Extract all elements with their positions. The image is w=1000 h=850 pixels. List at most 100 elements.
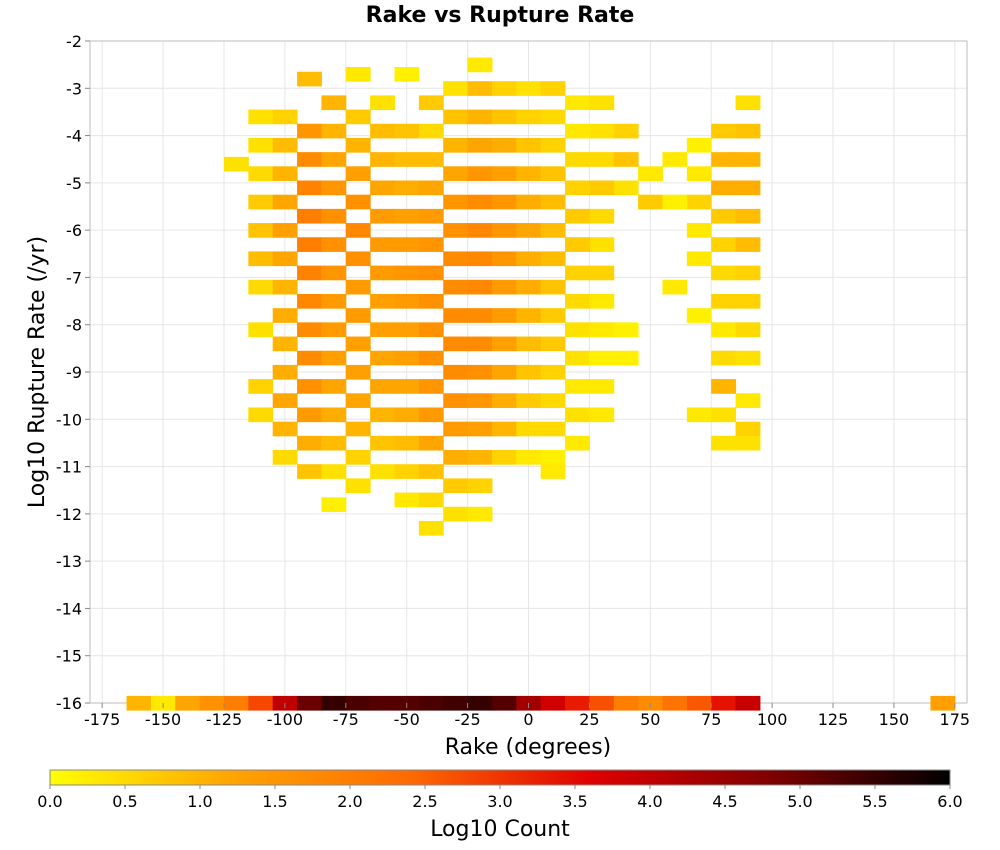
heatmap-cell — [613, 695, 639, 711]
heatmap-cell — [467, 137, 493, 153]
heatmap-cell — [443, 308, 469, 323]
heatmap-cell — [248, 137, 274, 153]
heatmap-cell — [370, 180, 396, 196]
heatmap-cell — [589, 322, 615, 338]
heatmap-cell — [589, 95, 615, 111]
heatmap-cell — [272, 137, 298, 153]
heatmap-cell — [735, 393, 761, 408]
heatmap-cell — [321, 95, 347, 111]
heatmap-cell — [394, 407, 420, 423]
heatmap-cell — [589, 695, 615, 711]
heatmap-cell — [345, 336, 371, 352]
heatmap-cell — [443, 81, 469, 96]
colorbar-tick-label: 5.5 — [862, 792, 887, 811]
heatmap-cell — [443, 194, 469, 210]
y-tick-label: -8 — [66, 316, 82, 335]
heatmap-cell — [930, 695, 956, 711]
heatmap-cell — [223, 156, 249, 172]
heatmap-cell — [321, 237, 347, 252]
heatmap-cell — [491, 364, 517, 380]
heatmap-cell — [248, 194, 274, 210]
heatmap-cell — [467, 279, 493, 295]
heatmap-cell — [540, 166, 566, 181]
heatmap-cell — [711, 293, 737, 309]
heatmap-cell — [418, 180, 444, 196]
heatmap-cell — [321, 322, 347, 338]
heatmap-cell — [297, 71, 322, 87]
heatmap-cell — [565, 123, 590, 139]
heatmap-cell — [345, 67, 371, 82]
heatmap-cell — [516, 364, 542, 380]
heatmap-cell — [297, 237, 322, 252]
heatmap-cell — [735, 293, 761, 309]
heatmap-cell — [613, 350, 639, 366]
heatmap-cell — [272, 166, 298, 181]
heatmap-cell — [686, 137, 712, 153]
heatmap-cell — [272, 279, 298, 295]
heatmap-cell — [516, 251, 542, 267]
heatmap-cell — [735, 180, 761, 196]
heatmap-cell — [491, 137, 517, 153]
heatmap-cell — [321, 695, 347, 711]
y-tick-label: -2 — [66, 32, 82, 51]
heatmap-cell — [491, 109, 517, 125]
heatmap-cell — [565, 95, 590, 111]
heatmap-cell — [735, 350, 761, 366]
heatmap-cell — [565, 695, 590, 711]
heatmap-cell — [345, 137, 371, 153]
heatmap-cell — [321, 350, 347, 366]
heatmap-cell — [540, 223, 566, 238]
heatmap-cell — [297, 695, 322, 711]
heatmap-cell — [662, 695, 688, 711]
heatmap-cell — [467, 336, 493, 352]
heatmap-cell — [516, 109, 542, 125]
heatmap-cell — [418, 265, 444, 281]
heatmap-cell — [540, 450, 566, 465]
heatmap-cell — [540, 336, 566, 352]
heatmap-cell — [711, 237, 737, 252]
heatmap-cell — [370, 464, 396, 479]
colorbar-tick-label: 5.0 — [787, 792, 812, 811]
heatmap-cell — [370, 293, 396, 309]
heatmap-cell — [565, 152, 590, 167]
heatmap-cell — [467, 194, 493, 210]
heatmap-cell — [613, 180, 639, 196]
heatmap-cell — [370, 435, 396, 451]
heatmap-cell — [418, 520, 444, 536]
heatmap-cell — [272, 421, 298, 437]
heatmap-cell — [394, 435, 420, 451]
heatmap-cell — [467, 308, 493, 323]
colorbar-tick-label: 6.0 — [937, 792, 962, 811]
heatmap-cell — [297, 123, 322, 139]
x-tick-label: -50 — [394, 710, 420, 729]
heatmap-cell — [686, 407, 712, 423]
heatmap-cell — [345, 695, 371, 711]
heatmap-cell — [321, 180, 347, 196]
heatmap-cell — [467, 251, 493, 267]
heatmap-cell — [418, 464, 444, 479]
heatmap-cell — [540, 194, 566, 210]
heatmap-cell — [467, 695, 493, 711]
heatmap-cell — [443, 364, 469, 380]
heatmap-cell — [418, 350, 444, 366]
heatmap-cell — [491, 81, 517, 96]
heatmap-cell — [467, 450, 493, 465]
colorbar-tick-label: 0.5 — [112, 792, 137, 811]
heatmap-cell — [443, 137, 469, 153]
heatmap-cell — [418, 95, 444, 111]
heatmap-cell — [589, 152, 615, 167]
heatmap-cell — [394, 293, 420, 309]
heatmap-cell — [467, 223, 493, 238]
heatmap-cell — [199, 695, 225, 711]
heatmap-cell — [516, 393, 542, 408]
heatmap-cell — [297, 407, 322, 423]
heatmap-cell — [589, 407, 615, 423]
heatmap-cell — [565, 407, 590, 423]
heatmap-cell — [711, 265, 737, 281]
heatmap-cell — [345, 109, 371, 125]
heatmap-cell — [735, 208, 761, 224]
y-tick-label: -9 — [66, 363, 82, 382]
heatmap-cell — [540, 81, 566, 96]
heatmap-cell — [418, 322, 444, 338]
y-axis-label: Log10 Rupture Rate (/yr) — [25, 236, 50, 508]
